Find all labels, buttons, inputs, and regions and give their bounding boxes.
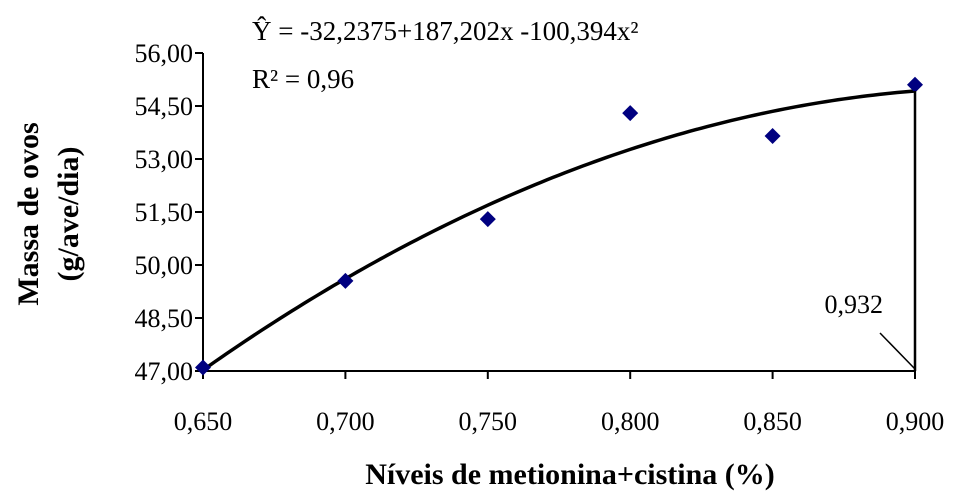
y-tick-label: 53,00 (135, 145, 194, 174)
data-point (195, 359, 211, 376)
x-ticks: 0,650 0,700 0,750 0,800 0,850 0,900 (174, 371, 945, 436)
y-tick-label: 54,50 (135, 92, 194, 121)
y-axis-title-line1: Massa de ovos (12, 122, 45, 305)
y-ticks: 47,00 48,50 50,00 51,50 53,00 54,50 56,00 (135, 39, 203, 386)
y-axis-title-line2: (g/ave/dia) (52, 147, 85, 282)
data-points (195, 76, 923, 376)
y-tick-label: 51,50 (135, 198, 194, 227)
y-tick-label: 47,00 (135, 357, 194, 386)
x-tick-label: 0,900 (886, 407, 945, 436)
x-tick-label: 0,850 (743, 407, 802, 436)
data-point (337, 272, 354, 289)
y-tick-label: 50,00 (135, 251, 194, 280)
optimum-leader-line (879, 332, 916, 370)
r-squared-label: R² = 0,96 (252, 64, 354, 94)
regression-equation: Ŷ = -32,2375+187,202x -100,394x² (252, 16, 639, 46)
data-point (764, 128, 781, 145)
x-tick-label: 0,650 (174, 407, 233, 436)
y-tick-label: 56,00 (135, 39, 194, 68)
x-axis-title: Níveis de metionina+cistina (%) (365, 458, 775, 491)
y-tick-label: 48,50 (135, 304, 194, 333)
x-tick-label: 0,700 (316, 407, 375, 436)
x-tick-label: 0,800 (601, 407, 660, 436)
data-point (907, 76, 923, 93)
x-tick-label: 0,750 (459, 407, 518, 436)
optimum-label: 0,932 (825, 290, 884, 319)
data-point (622, 105, 639, 122)
data-point (479, 211, 496, 228)
y-axis-title: Massa de ovos (g/ave/dia) (12, 122, 85, 305)
fit-curve (201, 89, 916, 372)
